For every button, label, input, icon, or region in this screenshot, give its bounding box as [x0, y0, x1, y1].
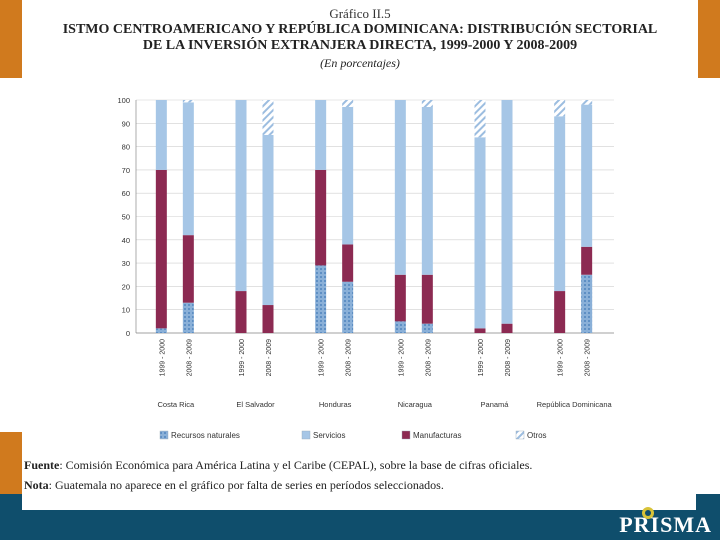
bar-segment-manufacturas: [315, 169, 327, 266]
country-label: República Dominicana: [537, 400, 613, 409]
footer-white-strip: [22, 494, 696, 510]
y-tick-label: 70: [122, 166, 130, 175]
bar-segment-servicios: [474, 137, 486, 329]
y-tick-label: 40: [122, 236, 130, 245]
y-tick-label: 90: [122, 119, 130, 128]
y-tick-label: 20: [122, 282, 130, 291]
brand-name: PRISMA: [619, 512, 712, 537]
bar-segment-servicios: [581, 104, 593, 247]
bar-segment-recursos: [342, 281, 354, 333]
bar-segment-servicios: [262, 134, 274, 306]
y-tick-label: 10: [122, 306, 130, 315]
legend-label: Manufacturas: [413, 431, 461, 440]
y-axis: 0 10 20 30 40 50 60 70 80 90 100: [117, 96, 614, 338]
bar-segment-manufacturas: [182, 235, 194, 303]
period-label: 1999 - 2000: [319, 339, 326, 376]
footnote: Nota: Guatemala no aparece en el gráfico…: [24, 478, 444, 493]
period-label: 1999 - 2000: [558, 339, 565, 376]
period-label: 1999 - 2000: [239, 339, 246, 376]
note-label: Nota: [24, 478, 49, 492]
bar-segment-otros: [182, 100, 194, 103]
bar-segment-otros: [262, 100, 274, 135]
source-label: Fuente: [24, 458, 60, 472]
country-label: Costa Rica: [157, 400, 195, 409]
period-label: 2008 - 2009: [585, 339, 592, 376]
y-tick-label: 0: [126, 329, 130, 338]
period-label: 2008 - 2009: [425, 339, 432, 376]
accent-bar-top-right: [698, 0, 720, 78]
bar-segment-otros: [342, 100, 354, 107]
country-label: Nicaragua: [398, 400, 433, 409]
bar-segment-recursos: [581, 274, 593, 333]
bar-segment-servicios: [235, 100, 247, 292]
legend-swatch: [401, 430, 411, 440]
bar-segment-recursos: [394, 321, 406, 333]
note-text: : Guatemala no aparece en el gráfico por…: [48, 478, 444, 492]
bar-segment-manufacturas: [262, 305, 274, 333]
country-label: Panamá: [481, 400, 510, 409]
bar-segment-manufacturas: [474, 328, 486, 333]
y-tick-label: 60: [122, 189, 130, 198]
bar-segment-manufacturas: [342, 244, 354, 282]
bar-segment-recursos: [182, 302, 194, 333]
bar-segment-servicios: [421, 106, 433, 275]
bar-segment-servicios: [315, 100, 327, 170]
bar-segment-otros: [554, 100, 566, 117]
stacked-bar-chart: 0 10 20 30 40 50 60 70 80 90 100 1999 - 2000 2008 -…: [117, 96, 614, 440]
source-text: : Comisión Económica para América Latina…: [59, 458, 533, 472]
legend-swatch: [301, 430, 311, 440]
period-label: 1999 - 2000: [398, 339, 405, 376]
bar-segment-manufacturas: [394, 274, 406, 322]
source-note: Fuente: Comisión Económica para América …: [24, 458, 532, 473]
bar-segment-servicios: [394, 100, 406, 275]
y-tick-label: 30: [122, 259, 130, 268]
bar-segment-otros: [581, 100, 593, 105]
figure-label: Gráfico II.5: [329, 6, 391, 21]
bar-segment-servicios: [501, 100, 513, 324]
accent-bar-bottom-left: [0, 432, 22, 494]
bar-area: [155, 100, 593, 333]
y-tick-label: 50: [122, 213, 130, 222]
bar-segment-recursos: [315, 265, 327, 333]
chart-title-line2: DE LA INVERSIÓN EXTRANJERA DIRECTA, 1999…: [142, 38, 578, 53]
bar-segment-servicios: [155, 100, 167, 170]
chart-legend: Recursos naturales Servicios Manufacturas O…: [159, 430, 547, 440]
country-label: El Salvador: [236, 400, 275, 409]
country-label: Honduras: [319, 400, 352, 409]
legend-swatch: [515, 430, 525, 440]
bar-segment-manufacturas: [235, 291, 247, 333]
bar-segment-manufacturas: [501, 323, 513, 333]
bar-segment-otros: [421, 100, 433, 107]
x-axis-labels: 1999 - 2000 2008 - 2009 Costa Rica 1999 - 2…: [157, 339, 612, 409]
chart-subtitle: (En porcentajes): [320, 56, 400, 70]
period-label: 2008 - 2009: [266, 339, 273, 376]
bar-segment-recursos: [155, 328, 167, 333]
bar-segment-manufacturas: [421, 274, 433, 324]
period-label: 2008 - 2009: [346, 339, 353, 376]
prisma-logo-icon: [642, 507, 654, 519]
bar-segment-recursos: [421, 323, 433, 333]
period-label: 1999 - 2000: [159, 339, 166, 376]
y-tick-label: 100: [117, 96, 130, 105]
bar-segment-manufacturas: [581, 246, 593, 275]
chart-grid: [136, 99, 614, 334]
bar-segment-manufacturas: [554, 291, 566, 333]
period-label: 2008 - 2009: [186, 339, 193, 376]
bar-segment-servicios: [342, 106, 354, 245]
period-label: 1999 - 2000: [478, 339, 485, 376]
legend-label: Recursos naturales: [171, 431, 240, 440]
chart-title-line1: ISTMO CENTROAMERICANO Y REPÚBLICA DOMINI…: [62, 22, 658, 37]
bar-segment-manufacturas: [155, 169, 167, 329]
accent-bar-top-left: [0, 0, 22, 78]
legend-label: Servicios: [313, 431, 345, 440]
bar-segment-otros: [474, 100, 486, 138]
period-label: 2008 - 2009: [505, 339, 512, 376]
y-tick-label: 80: [122, 143, 130, 152]
bar-segment-servicios: [554, 116, 566, 292]
legend-swatch: [159, 430, 169, 440]
legend-label: Otros: [527, 431, 547, 440]
bar-segment-servicios: [182, 102, 194, 236]
